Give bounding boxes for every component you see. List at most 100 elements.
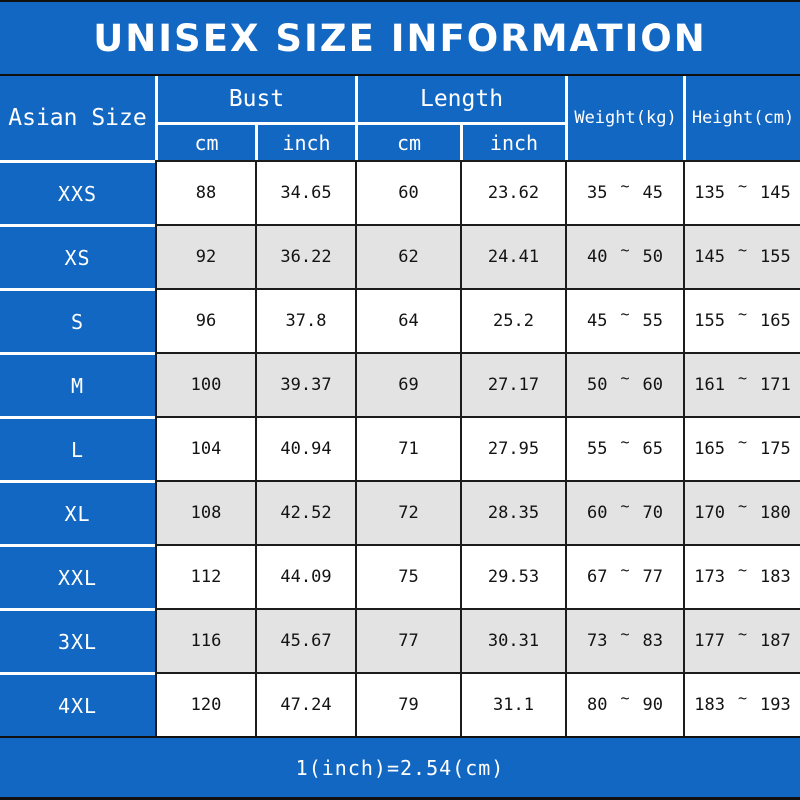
tilde-separator: ~ <box>738 241 748 259</box>
tilde-separator: ~ <box>620 561 630 579</box>
tilde-separator: ~ <box>620 497 630 515</box>
weight-max: 77 <box>642 567 664 587</box>
bust-inch-cell: 45.67 <box>255 608 356 672</box>
header-asian-size: Asian Size <box>0 76 155 160</box>
length-inch-cell: 27.17 <box>460 352 566 416</box>
table-row: 3XL 116 45.67 77 30.31 73 ~ 83 177 ~ 187 <box>0 608 800 672</box>
length-cm-cell: 79 <box>355 672 461 736</box>
height-min: 135 <box>694 183 725 203</box>
weight-cell: 55 ~ 65 <box>565 416 684 480</box>
weight-min: 80 <box>587 695 608 715</box>
tilde-separator: ~ <box>738 369 748 387</box>
size-cell: XXS <box>0 160 155 224</box>
tilde-separator: ~ <box>738 561 748 579</box>
tilde-separator: ~ <box>620 369 630 387</box>
table-row: XXS 88 34.65 60 23.62 35 ~ 45 135 ~ 145 <box>0 160 800 224</box>
weight-cell: 45 ~ 55 <box>565 288 684 352</box>
size-cell: XL <box>0 480 155 544</box>
weight-cell: 35 ~ 45 <box>565 160 684 224</box>
height-cell: 173 ~ 183 <box>683 544 800 608</box>
size-cell: L <box>0 416 155 480</box>
height-min: 165 <box>694 439 725 459</box>
height-min: 170 <box>694 503 725 523</box>
bust-cm-cell: 96 <box>155 288 255 352</box>
weight-max: 65 <box>642 439 664 459</box>
height-max: 165 <box>760 311 791 331</box>
header-bust-inch: inch <box>255 122 356 160</box>
header-bust: Bust <box>155 76 356 122</box>
table-row: L 104 40.94 71 27.95 55 ~ 65 165 ~ 175 <box>0 416 800 480</box>
length-cm-cell: 64 <box>355 288 461 352</box>
bust-cm-cell: 100 <box>155 352 255 416</box>
tilde-separator: ~ <box>620 433 630 451</box>
table-row: 4XL 120 47.24 79 31.1 80 ~ 90 183 ~ 193 <box>0 672 800 736</box>
height-max: 155 <box>760 247 791 267</box>
header-weight: Weight(kg) <box>565 76 684 160</box>
weight-min: 67 <box>587 567 608 587</box>
conversion-note: 1(inch)=2.54(cm) <box>295 755 505 780</box>
height-min: 155 <box>694 311 725 331</box>
footer-bar: 1(inch)=2.54(cm) <box>0 738 800 797</box>
header-height: Height(cm) <box>683 76 800 160</box>
length-inch-cell: 27.95 <box>460 416 566 480</box>
length-inch-cell: 25.2 <box>460 288 566 352</box>
height-cell: 165 ~ 175 <box>683 416 800 480</box>
weight-cell: 60 ~ 70 <box>565 480 684 544</box>
weight-min: 73 <box>587 631 608 651</box>
height-cell: 177 ~ 187 <box>683 608 800 672</box>
weight-max: 45 <box>642 183 664 203</box>
bust-cm-cell: 108 <box>155 480 255 544</box>
tilde-separator: ~ <box>738 625 748 643</box>
tilde-separator: ~ <box>620 689 630 707</box>
size-cell: S <box>0 288 155 352</box>
bust-cm-cell: 88 <box>155 160 255 224</box>
weight-min: 45 <box>587 311 608 331</box>
weight-cell: 67 ~ 77 <box>565 544 684 608</box>
weight-cell: 50 ~ 60 <box>565 352 684 416</box>
height-min: 145 <box>694 247 725 267</box>
header-bust-cm: cm <box>155 122 255 160</box>
length-inch-cell: 29.53 <box>460 544 566 608</box>
weight-cell: 73 ~ 83 <box>565 608 684 672</box>
tilde-separator: ~ <box>738 689 748 707</box>
tilde-separator: ~ <box>620 305 630 323</box>
weight-min: 55 <box>587 439 608 459</box>
bust-cm-cell: 116 <box>155 608 255 672</box>
weight-max: 50 <box>642 247 664 267</box>
weight-cell: 40 ~ 50 <box>565 224 684 288</box>
length-cm-cell: 71 <box>355 416 461 480</box>
weight-min: 40 <box>587 247 608 267</box>
height-cell: 135 ~ 145 <box>683 160 800 224</box>
bust-cm-cell: 112 <box>155 544 255 608</box>
height-max: 183 <box>760 567 791 587</box>
height-min: 161 <box>694 375 725 395</box>
tilde-separator: ~ <box>620 241 630 259</box>
weight-min: 35 <box>587 183 608 203</box>
length-inch-cell: 30.31 <box>460 608 566 672</box>
height-min: 183 <box>694 695 725 715</box>
table-row: XXL 112 44.09 75 29.53 67 ~ 77 173 ~ 183 <box>0 544 800 608</box>
height-cell: 145 ~ 155 <box>683 224 800 288</box>
tilde-separator: ~ <box>620 177 630 195</box>
table-row: S 96 37.8 64 25.2 45 ~ 55 155 ~ 165 <box>0 288 800 352</box>
bust-inch-cell: 47.24 <box>255 672 356 736</box>
length-inch-cell: 31.1 <box>460 672 566 736</box>
header-row-groups: Asian Size Bust Length Weight(kg) Height… <box>0 76 800 160</box>
weight-cell: 80 ~ 90 <box>565 672 684 736</box>
length-cm-cell: 60 <box>355 160 461 224</box>
table-row: M 100 39.37 69 27.17 50 ~ 60 161 ~ 171 <box>0 352 800 416</box>
tilde-separator: ~ <box>738 497 748 515</box>
weight-max: 55 <box>642 311 664 331</box>
table-row: XS 92 36.22 62 24.41 40 ~ 50 145 ~ 155 <box>0 224 800 288</box>
title-bar: UNISEX SIZE INFORMATION <box>0 2 800 74</box>
page-title: UNISEX SIZE INFORMATION <box>93 16 707 60</box>
height-max: 187 <box>760 631 791 651</box>
length-cm-cell: 62 <box>355 224 461 288</box>
length-cm-cell: 72 <box>355 480 461 544</box>
weight-min: 60 <box>587 503 608 523</box>
table-header: Asian Size Bust Length Weight(kg) Height… <box>0 76 800 160</box>
header-length: Length <box>355 76 566 122</box>
bust-cm-cell: 92 <box>155 224 255 288</box>
tilde-separator: ~ <box>738 433 748 451</box>
